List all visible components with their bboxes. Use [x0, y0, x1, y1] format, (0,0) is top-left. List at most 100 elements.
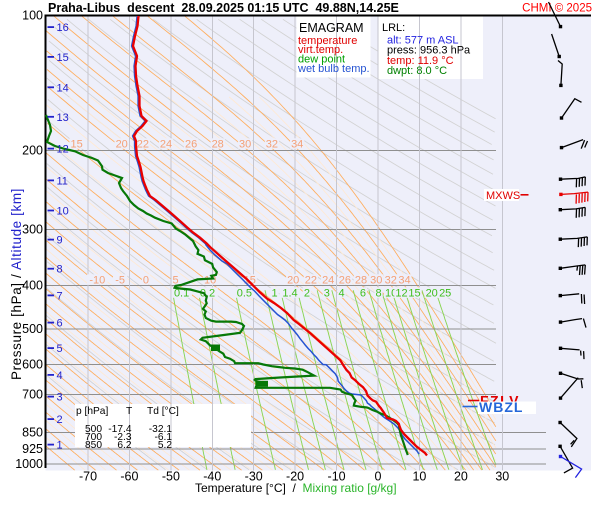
svg-text:LRL:: LRL: [382, 22, 405, 34]
svg-text:-17.4: -17.4 [108, 424, 132, 435]
svg-text:32: 32 [385, 274, 397, 286]
svg-text:400: 400 [22, 279, 43, 293]
svg-text:CHMI © 2025: CHMI © 2025 [522, 3, 592, 15]
svg-text:30: 30 [370, 274, 382, 286]
svg-text:700: 700 [85, 432, 102, 443]
svg-text:22: 22 [137, 138, 149, 150]
svg-text:3: 3 [324, 287, 330, 299]
svg-text:500: 500 [22, 322, 43, 336]
svg-text:10: 10 [412, 470, 426, 484]
svg-text:-10: -10 [89, 274, 105, 286]
svg-text:11: 11 [57, 175, 68, 187]
svg-text:press: 956.3 hPa: press: 956.3 hPa [387, 45, 471, 57]
svg-text:5.2: 5.2 [158, 440, 172, 451]
svg-text:MXWS: MXWS [486, 190, 520, 202]
svg-text:0: 0 [143, 274, 149, 286]
svg-text:34: 34 [291, 138, 303, 150]
svg-text:300: 300 [22, 223, 43, 237]
svg-text:0: 0 [375, 470, 382, 484]
svg-text:20: 20 [116, 138, 128, 150]
svg-text:100: 100 [22, 9, 43, 23]
svg-text:2: 2 [304, 287, 310, 299]
svg-text:850: 850 [22, 426, 43, 440]
svg-text:8: 8 [57, 264, 63, 276]
svg-text:12: 12 [395, 287, 407, 299]
svg-text:-70: -70 [79, 470, 97, 484]
svg-text:32: 32 [266, 138, 278, 150]
svg-text:1: 1 [57, 440, 63, 452]
svg-text:dew point: dew point [298, 54, 345, 66]
svg-text:Td [°C]: Td [°C] [147, 406, 179, 417]
svg-text:600: 600 [22, 358, 43, 372]
svg-text:16: 16 [57, 22, 69, 34]
svg-text:-10: -10 [328, 470, 346, 484]
svg-text:virt.temp.: virt.temp. [298, 44, 343, 56]
svg-text:-50: -50 [162, 470, 180, 484]
svg-text:15: 15 [244, 274, 256, 286]
svg-text:0.1: 0.1 [174, 287, 189, 299]
svg-text:-40: -40 [203, 470, 221, 484]
svg-text:-32.1: -32.1 [149, 424, 173, 435]
svg-text:1000: 1000 [15, 457, 43, 471]
svg-text:-20: -20 [286, 470, 304, 484]
svg-text:temperature: temperature [298, 35, 357, 47]
svg-text:1.4: 1.4 [282, 287, 297, 299]
svg-text:Pressure [hPa] / Altitude [km]: Pressure [hPa] / Altitude [km] [9, 188, 24, 380]
svg-text:-60: -60 [120, 470, 138, 484]
svg-text:22: 22 [305, 274, 317, 286]
svg-text:28: 28 [355, 274, 367, 286]
svg-text:10: 10 [385, 287, 397, 299]
svg-text:6.2: 6.2 [117, 440, 131, 451]
svg-text:alt: 577 m ASL: alt: 577 m ASL [387, 35, 459, 47]
svg-text:5: 5 [173, 274, 179, 286]
svg-text:5: 5 [57, 343, 63, 355]
svg-text:25: 25 [439, 287, 451, 299]
svg-text:26: 26 [185, 138, 197, 150]
svg-text:-2.3: -2.3 [114, 432, 132, 443]
svg-text:20: 20 [287, 274, 299, 286]
svg-text:WBZL: WBZL [479, 399, 523, 415]
svg-text:8: 8 [376, 287, 382, 299]
svg-text:850: 850 [85, 440, 102, 451]
svg-text:-5: -5 [115, 274, 125, 286]
svg-text:2: 2 [57, 414, 63, 426]
svg-text:-6.1: -6.1 [154, 432, 172, 443]
svg-text:30: 30 [239, 138, 251, 150]
svg-text:-30: -30 [245, 470, 263, 484]
svg-text:500: 500 [85, 424, 102, 435]
svg-text:9: 9 [57, 235, 63, 247]
svg-text:24: 24 [322, 274, 334, 286]
svg-text:34: 34 [398, 274, 410, 286]
svg-text:EMAGRAM: EMAGRAM [299, 21, 364, 35]
svg-text:0.2: 0.2 [200, 287, 215, 299]
svg-text:15: 15 [408, 287, 420, 299]
svg-text:15: 15 [57, 52, 69, 64]
svg-text:4: 4 [338, 287, 344, 299]
svg-text:6: 6 [57, 318, 63, 330]
svg-text:1: 1 [272, 287, 278, 299]
svg-text:T: T [126, 406, 132, 417]
svg-text:28: 28 [212, 138, 224, 150]
svg-text:4: 4 [57, 370, 63, 382]
svg-text:13: 13 [57, 112, 69, 124]
svg-text:Temperature [°C] / Mixing ra: Temperature [°C] / Mixing ratio [g/kg] [195, 481, 397, 495]
svg-text:wet bulb temp.: wet bulb temp. [297, 63, 370, 75]
svg-text:12: 12 [57, 144, 69, 156]
svg-text:24: 24 [160, 138, 172, 150]
svg-text:200: 200 [22, 144, 43, 158]
svg-text:15: 15 [70, 138, 82, 150]
svg-text:30: 30 [495, 470, 509, 484]
svg-text:3: 3 [57, 392, 63, 404]
svg-text:14: 14 [57, 82, 69, 94]
svg-text:925: 925 [22, 442, 43, 456]
svg-text:temp: 11.9 °C: temp: 11.9 °C [387, 55, 454, 67]
svg-text:700: 700 [22, 388, 43, 402]
svg-text:Praha-Libus descent 28.09.20: Praha-Libus descent 28.09.2025 01:15 UTC… [48, 1, 399, 15]
svg-text:26: 26 [339, 274, 351, 286]
svg-text:0.5: 0.5 [237, 287, 252, 299]
svg-text:20: 20 [426, 287, 438, 299]
svg-text:20: 20 [454, 470, 468, 484]
svg-text:6: 6 [360, 287, 366, 299]
svg-text:dwpt: 8.0 °C: dwpt: 8.0 °C [387, 65, 447, 77]
svg-text:p [hPa]: p [hPa] [76, 406, 108, 417]
